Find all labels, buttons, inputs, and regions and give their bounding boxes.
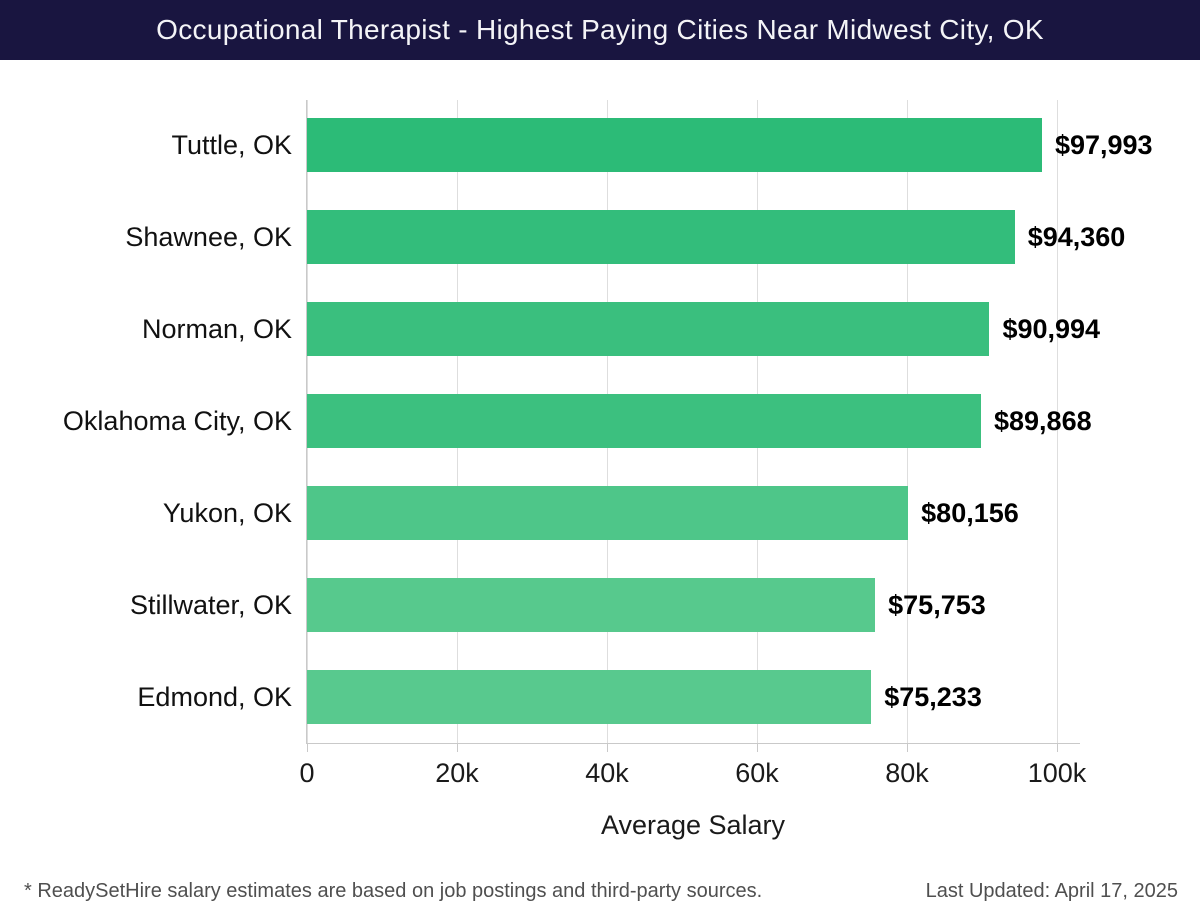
footer-disclaimer: * ReadySetHire salary estimates are base… xyxy=(24,880,763,902)
category-label: Shawnee, OK xyxy=(125,222,292,252)
value-label: $94,360 xyxy=(1027,222,1126,252)
value-label: $75,233 xyxy=(884,682,982,712)
category-label: Norman, OK xyxy=(141,314,292,344)
bar xyxy=(307,302,990,356)
gridline xyxy=(1057,100,1058,743)
x-axis-title: Average Salary xyxy=(600,810,786,840)
x-tick-label: 100k xyxy=(1027,758,1087,788)
value-label: $80,156 xyxy=(921,498,1019,528)
bar xyxy=(307,578,876,632)
category-label: Edmond, OK xyxy=(137,682,292,712)
value-label: $89,868 xyxy=(994,406,1092,436)
bar xyxy=(307,210,1015,264)
x-tick-label: 20k xyxy=(435,758,479,788)
x-tick-label: 40k xyxy=(585,758,629,788)
x-axis-tick xyxy=(457,743,458,752)
category-label: Yukon, OK xyxy=(162,498,292,528)
bar xyxy=(307,118,1042,172)
x-axis-tick xyxy=(307,743,308,752)
y-axis-line xyxy=(306,100,307,743)
chart-title-bar: Occupational Therapist - Highest Paying … xyxy=(0,0,1200,60)
x-axis-tick xyxy=(607,743,608,752)
footer-last-updated: Last Updated: April 17, 2025 xyxy=(925,880,1178,902)
value-label: $75,753 xyxy=(888,590,986,620)
bar xyxy=(307,486,909,540)
x-axis-tick xyxy=(757,743,758,752)
x-axis-tick xyxy=(907,743,908,752)
value-label: $97,993 xyxy=(1054,130,1153,160)
x-tick-label: 60k xyxy=(735,758,779,788)
category-label: Tuttle, OK xyxy=(171,130,292,160)
x-tick-label: 0 xyxy=(299,758,315,788)
bar xyxy=(307,670,872,724)
x-axis-line xyxy=(306,743,1080,744)
bar xyxy=(307,394,981,448)
x-axis-tick xyxy=(1057,743,1058,752)
category-label: Oklahoma City, OK xyxy=(62,406,292,436)
category-label: Stillwater, OK xyxy=(129,590,292,620)
x-tick-label: 80k xyxy=(885,758,929,788)
bar-chart-plot-area: Average Salary 0 20k 40k 60k 80k 100k Tuttle, … xyxy=(0,60,1200,860)
value-label: $90,994 xyxy=(1002,314,1101,344)
chart-title: Occupational Therapist - Highest Paying … xyxy=(156,14,1044,45)
